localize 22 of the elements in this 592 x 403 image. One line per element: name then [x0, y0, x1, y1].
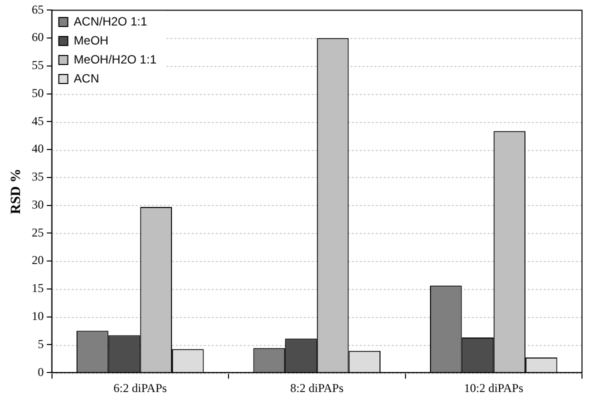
y-tick-label: 15: [32, 281, 44, 296]
legend-label: MeOH/H2O 1:1: [74, 52, 157, 66]
legend-label: ACN/H2O 1:1: [74, 14, 148, 28]
y-tick-label: 65: [32, 2, 44, 16]
y-axis-title: RSD %: [9, 168, 24, 214]
y-tick-label: 50: [32, 86, 44, 100]
x-tick-label: 10:2 diPAPs: [464, 380, 524, 395]
x-tick-label: 6:2 diPAPs: [114, 380, 168, 395]
y-tick-label: 25: [32, 225, 44, 240]
y-tick-label: 10: [32, 309, 44, 323]
y-tick-label: 40: [32, 142, 44, 156]
legend-label: MeOH: [74, 33, 108, 48]
y-tick-label: 5: [38, 336, 44, 351]
legend-label: ACN: [74, 71, 100, 86]
y-tick-label: 35: [32, 170, 44, 184]
y-tick-label: 0: [38, 364, 44, 379]
y-tick-label: 30: [32, 197, 44, 212]
y-tick-label: 60: [32, 30, 44, 44]
y-tick-label: 20: [32, 253, 44, 268]
x-tick-label: 8:2 diPAPs: [290, 380, 344, 395]
y-tick-label: 55: [32, 58, 44, 72]
y-tick-label: 45: [32, 114, 44, 128]
